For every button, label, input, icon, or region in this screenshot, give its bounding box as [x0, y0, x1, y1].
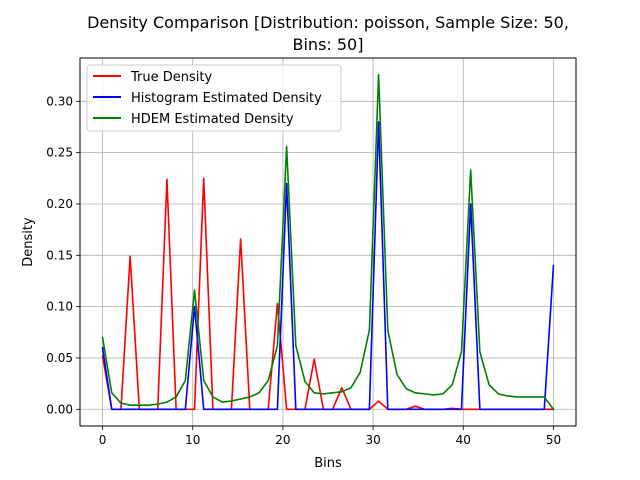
legend-box: [86, 64, 342, 132]
x-tick-label: 50: [546, 433, 561, 447]
y-tick-label: 0.25: [46, 146, 73, 160]
plot-area-frame: [79, 57, 577, 427]
y-tick-label: 0.10: [46, 300, 73, 314]
x-axis-label: Bins: [314, 456, 342, 471]
x-axis-ticks: 0 10 20 30 40 50: [99, 426, 561, 447]
legend: True Density Histogram Estimated Density…: [86, 64, 342, 132]
y-tick-label: 0.00: [46, 402, 73, 416]
y-tick-label: 0.05: [46, 351, 73, 365]
x-tick-label: 40: [456, 433, 471, 447]
series-lines: [101, 73, 555, 411]
chart-title-line-1: Density Comparison [Distribution: poisso…: [87, 13, 569, 32]
chart-title-line-2: Bins: 50]: [293, 35, 364, 54]
y-axis-ticks: 0.00 0.05 0.10 0.15 0.20 0.25 0.30: [46, 94, 80, 416]
x-tick-label: 20: [275, 433, 290, 447]
legend-label-true-density: True Density: [130, 70, 212, 85]
y-tick-label: 0.30: [46, 94, 73, 108]
y-axis-label: Density: [21, 217, 36, 267]
x-tick-label: 10: [185, 433, 200, 447]
legend-label-hdem-density: HDEM Estimated Density: [131, 112, 294, 127]
y-tick-label: 0.20: [46, 197, 73, 211]
series-line-1: [101, 121, 555, 411]
y-tick-label: 0.15: [46, 248, 73, 262]
x-tick-label: 0: [99, 433, 107, 447]
legend-label-histogram-density: Histogram Estimated Density: [131, 91, 322, 106]
series-line-2: [101, 73, 555, 411]
x-tick-label: 30: [365, 433, 380, 447]
